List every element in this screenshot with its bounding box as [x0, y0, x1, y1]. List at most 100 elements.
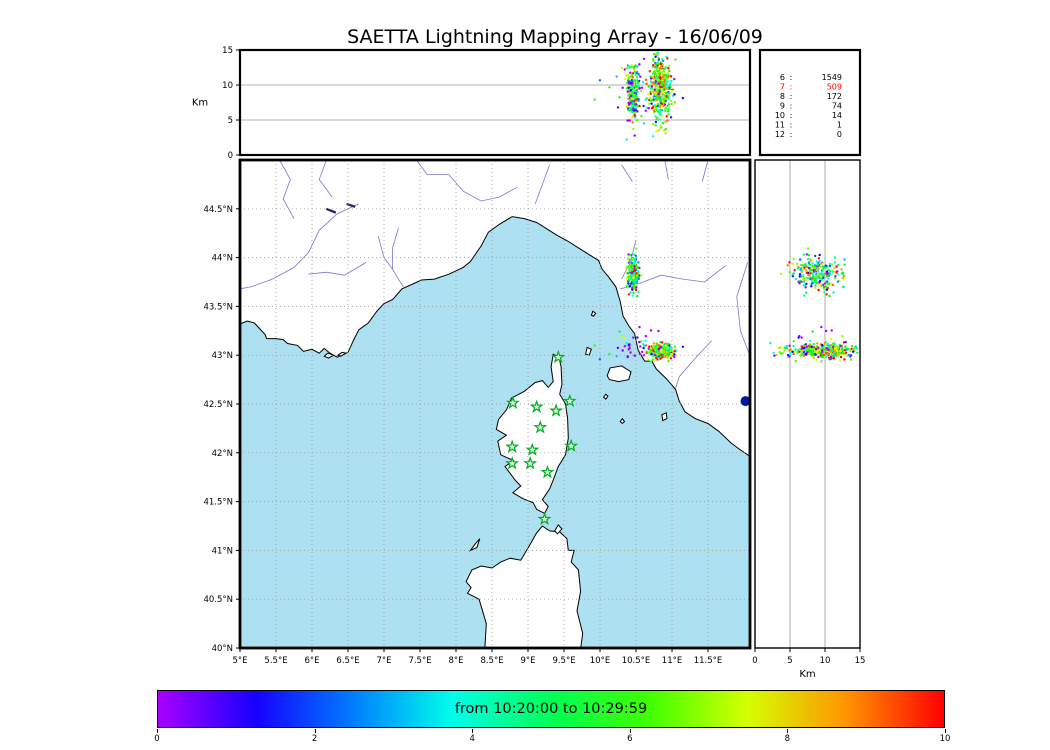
lightning-point — [824, 285, 827, 288]
lightning-point — [638, 63, 641, 66]
lightning-point — [657, 355, 660, 358]
lightning-point — [668, 352, 671, 356]
tick-label: 7.5°E — [408, 656, 431, 666]
lightning-point — [633, 134, 636, 137]
lightning-point — [839, 355, 843, 359]
lightning-point — [631, 257, 634, 261]
lightning-point — [654, 115, 657, 118]
lightning-point — [668, 86, 671, 89]
tick-label: 41.5°N — [203, 498, 233, 508]
lightning-point — [633, 269, 636, 272]
lightning-point — [850, 345, 854, 348]
land-corsica — [495, 353, 569, 514]
lightning-point — [852, 348, 855, 351]
lightning-point — [633, 81, 636, 84]
lightning-point — [616, 106, 620, 109]
lightning-point — [661, 82, 664, 85]
lightning-point — [652, 342, 656, 345]
station-star — [564, 438, 579, 452]
lightning-point — [796, 267, 800, 270]
lightning-point — [810, 350, 813, 353]
lightning-point — [805, 269, 808, 273]
lightning-point — [804, 348, 808, 351]
lightning-point — [809, 259, 812, 262]
lightning-point — [834, 352, 838, 356]
lightning-point — [648, 70, 651, 73]
lightning-point — [828, 294, 831, 298]
lightning-point — [810, 285, 813, 288]
lightning-point — [627, 282, 630, 285]
lightning-point — [833, 270, 836, 274]
lightning-point — [639, 75, 642, 78]
lightning-point — [661, 59, 665, 63]
lightning-point — [661, 90, 664, 93]
lightning-point — [636, 110, 639, 113]
lightning-point — [637, 277, 640, 281]
lightning-point — [660, 66, 663, 70]
lightning-point — [820, 273, 823, 276]
lightning-point — [822, 266, 825, 269]
lightning-point — [805, 291, 808, 294]
lightning-point — [657, 343, 660, 347]
lightning-point — [810, 279, 814, 282]
lightning-point — [635, 65, 638, 68]
lightning-point — [843, 263, 846, 266]
lightning-point — [633, 79, 637, 82]
lightning-point — [659, 102, 663, 105]
stats-count: 1 — [837, 121, 842, 130]
lightning-point — [630, 104, 634, 108]
lightning-point — [663, 68, 666, 71]
alt-lon-ylabel: Km — [192, 98, 208, 109]
lightning-point — [831, 283, 835, 286]
lightning-point — [625, 67, 629, 70]
lightning-point — [631, 263, 635, 266]
lightning-point — [635, 98, 638, 101]
lightning-point — [649, 80, 653, 84]
lightning-point — [633, 109, 636, 112]
lightning-point — [651, 75, 655, 79]
lightning-point — [811, 330, 814, 333]
lightning-point — [831, 263, 834, 266]
colorbar-gradient: from 10:20:00 to 10:29:59 — [157, 690, 945, 728]
lightning-point — [629, 273, 633, 277]
tick-label: 42°N — [212, 449, 233, 459]
lightning-point — [663, 353, 667, 356]
lightning-point — [638, 79, 641, 83]
lightning-point — [636, 105, 639, 109]
lightning-point — [794, 277, 797, 281]
lightning-point — [621, 86, 624, 90]
colorbar-tick-label: 4 — [469, 734, 475, 744]
lightning-point — [660, 109, 664, 112]
lightning-point — [815, 272, 818, 276]
lightning-point — [843, 276, 846, 279]
lightning-point — [647, 358, 650, 361]
lightning-point — [844, 345, 847, 348]
lightning-point — [608, 86, 611, 89]
lightning-point — [667, 113, 670, 116]
lightning-point — [802, 346, 806, 350]
lightning-point — [801, 350, 804, 353]
stats-count: 172 — [827, 92, 842, 101]
lightning-point — [628, 82, 631, 85]
lightning-point — [656, 51, 659, 54]
lightning-point — [644, 98, 647, 102]
lightning-point — [658, 90, 662, 93]
lightning-point — [618, 96, 621, 99]
lightning-point — [630, 78, 633, 82]
lightning-point — [653, 70, 656, 73]
lightning-point — [637, 261, 640, 264]
lightning-point — [779, 272, 783, 275]
lightning-point — [849, 354, 853, 357]
lightning-point — [632, 84, 635, 87]
lightning-point — [634, 262, 637, 266]
lightning-point — [842, 341, 846, 344]
lightning-point — [631, 82, 634, 85]
lightning-point — [791, 262, 795, 265]
lightning-point — [840, 268, 843, 271]
lightning-point — [670, 79, 673, 83]
lightning-point — [654, 344, 657, 348]
lightning-point — [659, 108, 662, 112]
lightning-point — [637, 275, 640, 278]
lightning-point — [630, 94, 633, 98]
lightning-point — [657, 58, 660, 61]
